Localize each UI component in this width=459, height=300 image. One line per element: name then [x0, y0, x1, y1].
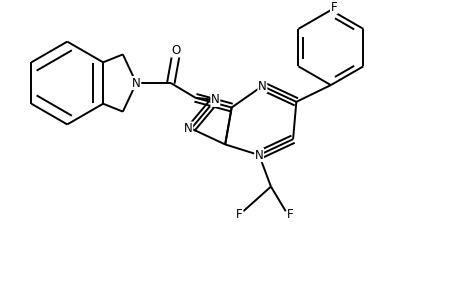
- Text: N: N: [254, 148, 263, 161]
- Text: F: F: [287, 208, 293, 221]
- Text: F: F: [330, 1, 336, 14]
- Text: N: N: [132, 76, 140, 89]
- Text: O: O: [171, 44, 180, 57]
- Text: N: N: [184, 122, 192, 135]
- Text: N: N: [211, 93, 219, 106]
- Text: F: F: [235, 208, 242, 221]
- Text: N: N: [257, 80, 266, 92]
